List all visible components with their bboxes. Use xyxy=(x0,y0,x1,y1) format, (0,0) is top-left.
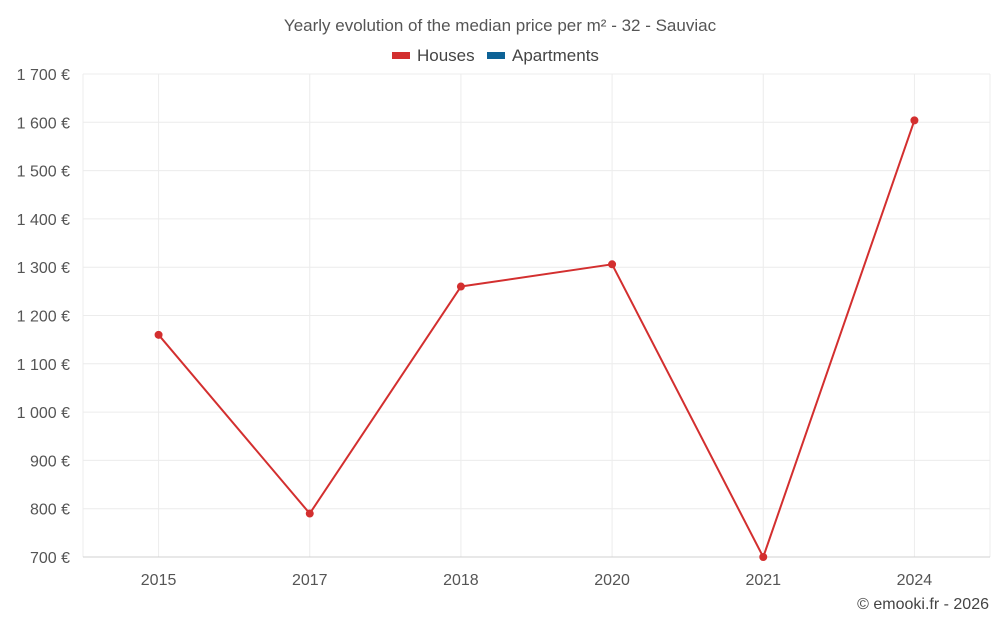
grid xyxy=(82,73,991,558)
x-axis-ticks: 2015 2017 2018 2020 2021 2024 xyxy=(141,572,933,589)
y-tick-label: 1 400 € xyxy=(17,212,70,229)
data-point[interactable] xyxy=(154,330,163,339)
x-tick-label: 2020 xyxy=(594,572,630,589)
data-point[interactable] xyxy=(305,509,314,518)
y-tick-label: 800 € xyxy=(30,502,70,519)
data-point[interactable] xyxy=(456,282,465,291)
series-houses xyxy=(154,116,919,561)
x-tick-label: 2017 xyxy=(292,572,328,589)
y-tick-label: 1 100 € xyxy=(17,357,70,374)
data-point[interactable] xyxy=(910,116,919,125)
series-line-houses xyxy=(157,120,916,558)
x-tick-label: 2021 xyxy=(745,572,781,589)
data-point[interactable] xyxy=(759,553,768,561)
x-tick-label: 2015 xyxy=(141,572,177,589)
legend-label-apartments[interactable]: Apartments xyxy=(512,46,599,65)
y-tick-label: 1 200 € xyxy=(17,309,70,326)
chart-title: Yearly evolution of the median price per… xyxy=(284,16,717,35)
legend-label-houses[interactable]: Houses xyxy=(417,46,475,65)
y-tick-label: 1 700 € xyxy=(17,67,70,84)
y-tick-label: 1 500 € xyxy=(17,164,70,181)
legend: Houses Apartments xyxy=(392,46,599,65)
credit-text: © emooki.fr - 2026 xyxy=(857,596,989,613)
y-tick-label: 900 € xyxy=(30,453,70,470)
y-tick-label: 1 300 € xyxy=(17,260,70,277)
data-point[interactable] xyxy=(608,260,617,269)
y-axis-ticks: 1 700 € 1 600 € 1 500 € 1 400 € 1 300 € 1 200… xyxy=(17,67,70,567)
y-tick-label: 1 600 € xyxy=(17,115,70,132)
y-tick-label: 700 € xyxy=(30,550,70,567)
x-tick-label: 2024 xyxy=(897,572,933,589)
legend-swatch-houses xyxy=(392,52,410,59)
x-tick-label: 2018 xyxy=(443,572,479,589)
legend-swatch-apartments xyxy=(487,52,505,59)
y-tick-label: 1 000 € xyxy=(17,405,70,422)
